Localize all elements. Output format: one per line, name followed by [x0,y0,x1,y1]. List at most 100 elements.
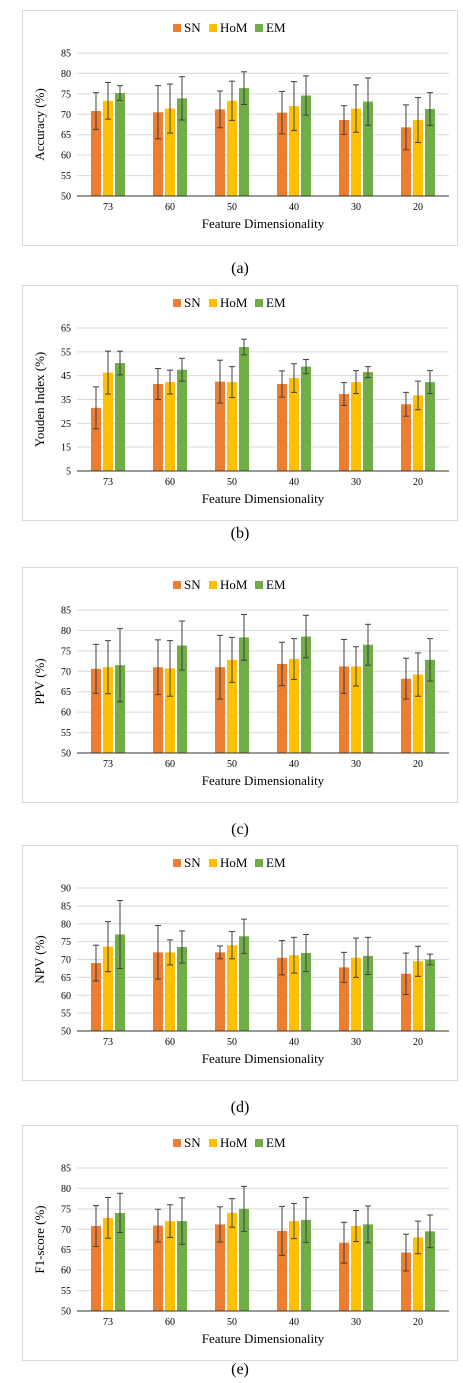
bar-em [301,953,311,1031]
bar-sn [401,127,411,196]
x-tick-label: 30 [351,202,361,213]
legend-label: HoM [220,20,248,35]
y-tick-label: 65 [61,687,71,698]
bar-hom [413,395,423,471]
x-tick-label: 40 [289,477,299,488]
bar-em [425,382,435,471]
bar-em [363,955,373,1031]
y-tick-label: 65 [61,130,71,141]
bar-sn [91,668,101,753]
legend-label: EM [266,295,286,310]
y-tick-label: 55 [61,728,71,739]
legend-label: EM [266,855,286,870]
y-tick-label: 45 [61,371,71,382]
x-tick-label: 40 [289,759,299,770]
bar-sn [339,967,349,1031]
legend-swatch-hom [209,1139,217,1147]
y-tick-label: 60 [61,151,71,162]
y-tick-label: 50 [61,192,71,203]
legend-swatch-hom [209,859,217,867]
chart-caption: (d) [230,1099,250,1116]
chart-svg: 50 55 60 65 70 75 80 85 90 73 60 50 40 30 20 Feature Di… [32,855,449,1066]
bar-hom [351,1226,361,1311]
y-tick-label: 60 [61,708,71,719]
chart-svg: 50 55 60 65 70 75 80 85 73 60 50 40 30 20 Feature Dime… [32,1135,449,1346]
y-tick-label: 55 [61,171,71,182]
y-tick-label: 55 [61,1286,71,1297]
bar-em [177,1221,187,1311]
x-tick-label: 60 [165,1037,175,1048]
y-tick-label: 60 [61,991,71,1002]
y-tick-label: 80 [61,69,71,80]
bar-sn [153,1225,163,1311]
legend-label: HoM [220,295,248,310]
legend-label: EM [266,577,286,592]
y-tick-label: 60 [61,1266,71,1277]
x-tick-label: 40 [289,1037,299,1048]
chart-caption: (a) [231,260,249,277]
x-tick-label: 30 [351,1317,361,1328]
bar-sn [339,394,349,471]
y-tick-label: 70 [61,1225,71,1236]
bar-sn [277,1230,287,1311]
chart-svg: 50 55 60 65 70 75 80 85 73 60 50 40 30 20 Feature Dime… [32,577,449,788]
y-tick-label: 75 [61,89,71,100]
bar-em [363,101,373,196]
x-axis-title: Feature Dimensionality [202,216,325,231]
x-tick-label: 50 [227,202,237,213]
chart-frame: 50 55 60 65 70 75 80 85 73 60 50 40 30 20 Feature Dime… [22,1125,458,1361]
x-axis-title: Feature Dimensionality [202,773,325,788]
y-tick-label: 70 [61,110,71,121]
legend-swatch-sn [173,1139,181,1147]
bar-sn [215,667,225,753]
x-tick-label: 40 [289,1317,299,1328]
bar-hom [227,1212,237,1311]
y-tick-label: 65 [61,973,71,984]
bar-em [301,366,311,471]
chart-svg: 50 55 60 65 70 75 80 85 73 60 50 40 30 20 Feature Dime… [32,20,449,231]
bar-sn [215,109,225,196]
bar-sn [339,1242,349,1311]
legend-label: EM [266,1135,286,1150]
y-tick-label: 75 [61,1204,71,1215]
x-axis-title: Feature Dimensionality [202,1051,325,1066]
y-tick-label: 25 [61,419,71,430]
bar-em [115,934,125,1031]
bar-hom [103,1217,113,1311]
chart-frame: 50 55 60 65 70 75 80 85 73 60 50 40 30 20 Feature Dime… [22,10,458,246]
x-tick-label: 20 [413,202,423,213]
bar-em [177,946,187,1031]
y-tick-label: 85 [61,49,71,60]
legend-swatch-sn [173,299,181,307]
x-tick-label: 60 [165,759,175,770]
bar-em [425,959,435,1031]
x-tick-label: 30 [351,1037,361,1048]
y-tick-label: 75 [61,646,71,657]
bar-sn [339,666,349,753]
bar-sn [215,1224,225,1311]
bar-sn [339,120,349,196]
y-axis-title: F1-score (%) [32,1205,47,1273]
bar-sn [277,663,287,753]
y-tick-label: 15 [61,443,71,454]
x-tick-label: 50 [227,477,237,488]
y-tick-label: 90 [61,884,71,895]
y-tick-label: 50 [61,749,71,760]
y-tick-label: 65 [61,1245,71,1256]
bar-em [115,665,125,753]
y-tick-label: 5 [66,467,71,478]
x-axis-title: Feature Dimensionality [202,1331,325,1346]
bar-em [363,1224,373,1311]
y-axis-title: Accuracy (%) [32,88,47,161]
bar-hom [289,378,299,471]
x-tick-label: 30 [351,477,361,488]
legend-label: HoM [220,855,248,870]
bar-em [177,369,187,471]
bar-hom [165,1221,175,1311]
bar-hom [351,957,361,1031]
legend-swatch-em [255,859,263,867]
bar-hom [103,946,113,1031]
bar-hom [289,955,299,1031]
x-tick-label: 20 [413,477,423,488]
bar-hom [227,382,237,471]
